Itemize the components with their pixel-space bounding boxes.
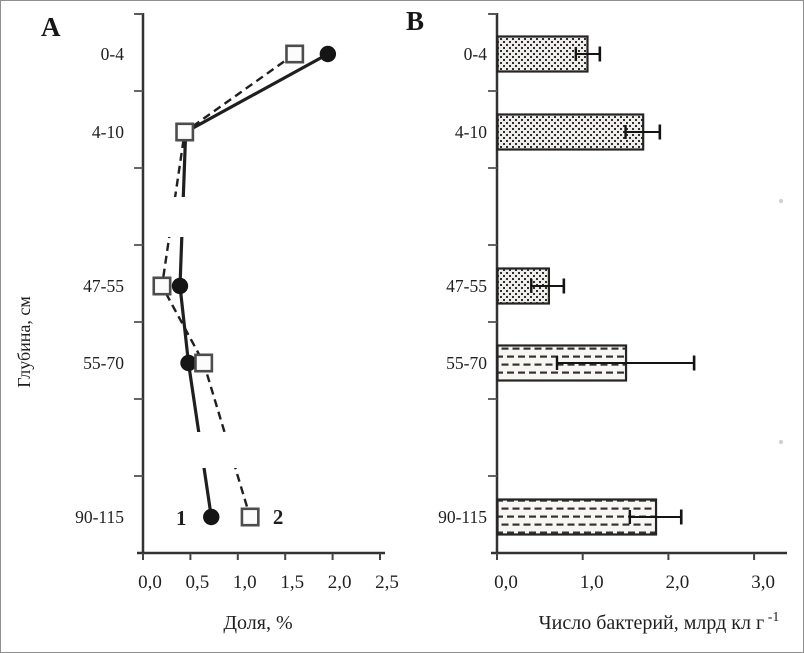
axis-break-gap: [148, 432, 378, 468]
y-axis-title: Глубина, см: [14, 296, 34, 388]
series-1-label: 1: [176, 506, 187, 530]
panel-a-x-tick-label: 0,0: [138, 572, 162, 593]
panel-a-category-label: 4-10: [92, 122, 124, 142]
bar-4-10: [496, 113, 645, 151]
panel-a-x-tick-label: 1,0: [233, 572, 257, 593]
series-1-marker-circle: [319, 45, 337, 63]
series-1-marker-circle: [180, 354, 197, 372]
axis-break-gap: [148, 197, 378, 237]
panel-a-x-tick-label: 2,0: [328, 572, 352, 593]
series-2-marker-square: [152, 276, 172, 296]
series-1-marker-circle: [203, 508, 220, 526]
series-2-marker-square: [240, 507, 260, 527]
series-1-marker-circle: [171, 277, 189, 295]
panel-b-category-label: 0-4: [464, 44, 488, 64]
panel-a-category-label: 0-4: [101, 44, 125, 64]
panel-b-letter: B: [406, 6, 425, 36]
scan-speck: [778, 439, 784, 445]
panel-a-category-label: 90-115: [75, 507, 124, 527]
panel-a-x-tick-label: 0,5: [186, 572, 210, 593]
panel-b-x-tick-label: 0,0: [494, 572, 518, 593]
panel-b-x-axis-title: Число бактерий, млрд кл г -1: [539, 610, 780, 634]
panel-a-letter: A: [41, 12, 61, 42]
panel-b-category-label: 4-10: [455, 122, 487, 142]
panel-a-category-label: 47-55: [83, 276, 124, 296]
scan-speck: [778, 198, 784, 204]
bar-0-4: [496, 35, 589, 73]
panel-a-x-tick-label: 1,5: [280, 572, 304, 593]
panel-b-category-label: 47-55: [446, 276, 487, 296]
series-2-marker-square: [194, 353, 214, 373]
series-2-label: 2: [273, 505, 284, 529]
x-axis-title-superscript: -1: [764, 610, 779, 625]
panel-a-category-label: 55-70: [83, 353, 124, 373]
panel-b-category-label: 90-115: [438, 507, 487, 527]
series-2-marker-square: [285, 44, 305, 64]
series-2-marker-square: [175, 122, 195, 142]
panel-b-x-tick-label: 2,0: [666, 572, 690, 593]
panel-a-x-tick-label: 2,5: [375, 572, 399, 593]
panel-b-x-tick-label: 1,0: [580, 572, 604, 593]
panel-a-x-axis-title: Доля, %: [223, 612, 292, 634]
panel-b-category-label: 55-70: [446, 353, 487, 373]
panel-b-x-tick-label: 3,0: [751, 572, 775, 593]
